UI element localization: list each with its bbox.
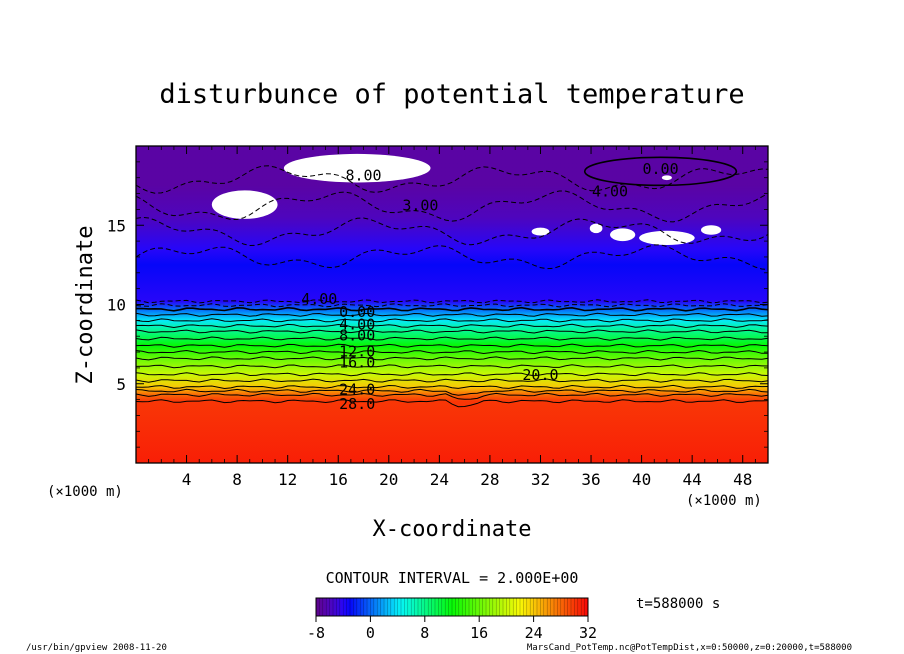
contour-line [136, 364, 768, 369]
y-tick-label: 5 [116, 375, 126, 394]
colorbar-tick-label: 16 [470, 624, 488, 642]
undefined-region [639, 230, 695, 246]
colorbar-frame [315, 597, 589, 617]
x-tick-label: 36 [581, 470, 600, 489]
contour-label: 16.0 [339, 354, 375, 372]
contour-line [136, 392, 768, 400]
colorbar-ticks: -8 0 8 16 24 32 [307, 616, 597, 642]
contour-line [136, 372, 768, 377]
x-unit-right: (×1000 m) [686, 493, 762, 509]
contour-label: 8.00 [345, 167, 381, 185]
y-axis-label: Z-coordinate [73, 226, 98, 385]
colorbar-tick-label: 24 [525, 624, 543, 642]
x-tick-label: 20 [379, 470, 398, 489]
x-tick-label: 32 [531, 470, 550, 489]
contour-line [136, 306, 768, 312]
contour-line [136, 216, 768, 247]
x-tick-label: 48 [733, 470, 752, 489]
colorbar-tick-label: -8 [307, 624, 325, 642]
contour-line [136, 329, 768, 334]
x-tick-label: 8 [232, 470, 242, 489]
x-tick-label: 28 [480, 470, 499, 489]
contour-line [583, 156, 738, 187]
contour-label: 20.0 [522, 366, 558, 384]
x-unit-left: (×1000 m) [47, 484, 123, 500]
contour-line [136, 318, 768, 323]
contour-label: 0.00 [642, 160, 678, 178]
colorbar-tick-label: 0 [366, 624, 375, 642]
contour-label: 4.00 [592, 182, 628, 200]
contour-line [136, 312, 768, 317]
x-tick-label: 4 [182, 470, 192, 489]
contour-line [136, 349, 768, 355]
contour-line [136, 165, 768, 194]
contour-line [136, 244, 768, 270]
contour-label: 0.00 [339, 303, 375, 321]
x-axis-label: X-coordinate [373, 517, 532, 542]
undefined-region [531, 227, 550, 236]
contour-line [136, 323, 768, 329]
contour-label: 4.00 [339, 316, 375, 334]
footer-right: MarsCand_PotTemp.nc@PotTempDist,x=0:5000… [527, 643, 852, 653]
colorbar: -8 0 8 16 24 32 [307, 597, 597, 642]
contour-line [136, 299, 768, 304]
undefined-regions [211, 153, 722, 246]
contour-label: 8.00 [339, 327, 375, 345]
contour-line [136, 343, 768, 348]
contour-label: 24.0 [339, 381, 375, 399]
contour-label: 28.0 [339, 395, 375, 413]
x-tick-label: 44 [683, 470, 702, 489]
undefined-region [589, 223, 603, 234]
chart-title: disturbunce of potential temperature [159, 79, 744, 110]
contour-line [136, 388, 768, 396]
contour-line [136, 378, 768, 383]
contour-line [136, 303, 768, 308]
contour-line [136, 336, 768, 341]
contour-line [136, 399, 768, 408]
x-tick-label: 24 [430, 470, 449, 489]
contour-label: 3.00 [402, 197, 438, 215]
contour-line [136, 190, 768, 223]
contour-lines [136, 156, 768, 408]
colorbar-bands [319, 598, 585, 616]
undefined-region [701, 225, 722, 235]
x-tick-label: 16 [329, 470, 348, 489]
x-tick-label: 40 [632, 470, 651, 489]
x-axis: 4 8 12 16 20 24 28 32 36 40 44 48 [148, 146, 756, 489]
contour-line [136, 356, 768, 361]
undefined-region [283, 153, 431, 183]
contour-labels: 8.00 0.004.003.004.000.004.008.0012.016.0… [301, 160, 678, 413]
contour-label: 12.0 [339, 342, 375, 360]
colorbar-tick-label: 8 [420, 624, 429, 642]
undefined-region [211, 190, 278, 219]
footer-left: /usr/bin/gpview 2008-11-20 [26, 643, 167, 653]
contour-label: 4.00 [301, 290, 337, 308]
x-tick-label: 12 [278, 470, 297, 489]
y-tick-label: 15 [107, 216, 126, 235]
contour-interval: CONTOUR INTERVAL = 2.000E+00 [326, 569, 579, 587]
time-label: t=588000 s [636, 596, 720, 612]
undefined-region [661, 175, 672, 181]
y-axis: 5 10 15 [107, 161, 768, 448]
colorbar-tick-label: 32 [579, 624, 597, 642]
plot-area: 8.00 0.004.003.004.000.004.008.0012.016.0… [107, 145, 769, 489]
y-tick-label: 10 [107, 296, 126, 315]
undefined-region [610, 228, 636, 242]
contour-line [136, 384, 768, 390]
